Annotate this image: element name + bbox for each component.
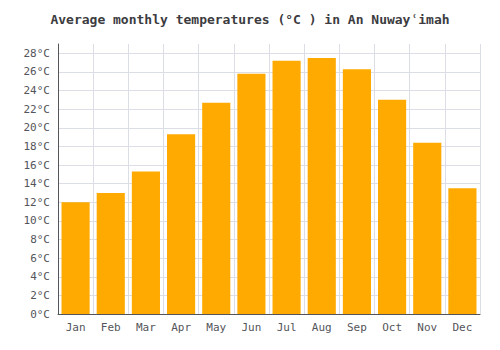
svg-text:20°C: 20°C <box>24 121 51 134</box>
svg-text:Feb: Feb <box>101 321 121 334</box>
svg-text:26°C: 26°C <box>24 65 51 78</box>
svg-text:Jul: Jul <box>277 321 297 334</box>
svg-text:2°C: 2°C <box>30 289 50 302</box>
svg-text:Oct: Oct <box>382 321 402 334</box>
svg-text:Average monthly temperatures (: Average monthly temperatures (°C ) in An… <box>50 12 449 27</box>
svg-text:14°C: 14°C <box>24 177 51 190</box>
svg-text:28°C: 28°C <box>24 47 51 60</box>
svg-text:24°C: 24°C <box>24 84 51 97</box>
svg-text:Apr: Apr <box>171 321 191 334</box>
svg-text:May: May <box>206 321 226 334</box>
svg-text:Jun: Jun <box>241 321 261 334</box>
svg-text:16°C: 16°C <box>24 159 51 172</box>
svg-text:22°C: 22°C <box>24 103 51 116</box>
svg-text:Mar: Mar <box>136 321 156 334</box>
svg-text:Dec: Dec <box>452 321 472 334</box>
svg-text:0°C: 0°C <box>30 308 50 321</box>
svg-text:4°C: 4°C <box>30 270 50 283</box>
svg-text:Jan: Jan <box>66 321 86 334</box>
svg-text:18°C: 18°C <box>24 140 51 153</box>
svg-text:12°C: 12°C <box>24 196 51 209</box>
svg-text:Aug: Aug <box>312 321 332 334</box>
svg-text:6°C: 6°C <box>30 252 50 265</box>
svg-text:10°C: 10°C <box>24 214 51 227</box>
svg-text:Nov: Nov <box>417 321 437 334</box>
svg-text:Sep: Sep <box>347 321 367 334</box>
svg-text:8°C: 8°C <box>30 233 50 246</box>
